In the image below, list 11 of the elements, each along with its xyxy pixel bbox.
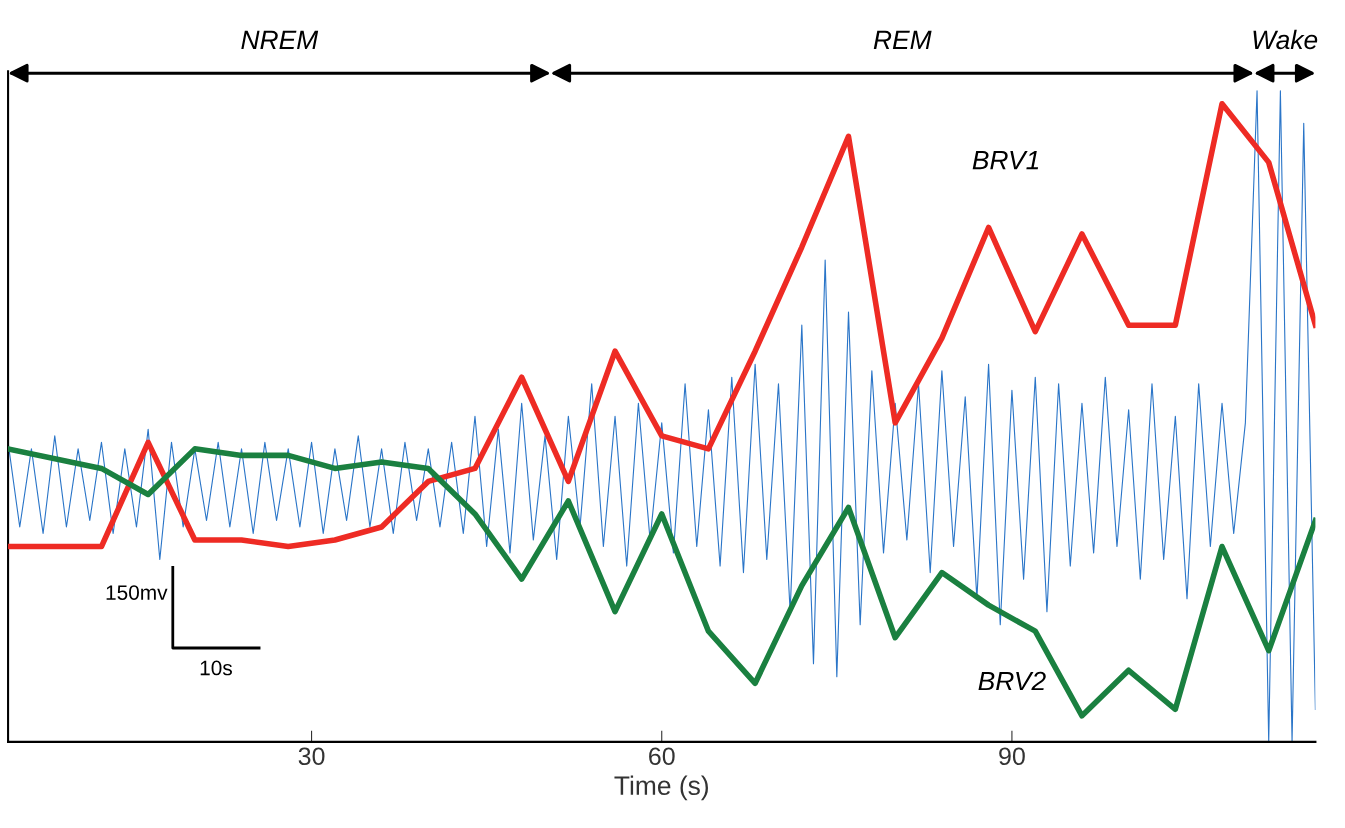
- text: NREM: [241, 30, 319, 49]
- x-tick-label: 60: [649, 747, 675, 766]
- x-axis-title: Time (s): [614, 775, 708, 801]
- annotation: 10s: [200, 660, 232, 676]
- x-tick-label: 30: [298, 747, 325, 766]
- series-label: BRV2: [978, 671, 1046, 691]
- annotation: 150mv: [106, 585, 168, 600]
- x-tick-label: 90: [999, 747, 1025, 766]
- text: BRV1: [972, 151, 1039, 170]
- text: REM: [873, 30, 932, 49]
- text: Wake: [1253, 29, 1318, 50]
